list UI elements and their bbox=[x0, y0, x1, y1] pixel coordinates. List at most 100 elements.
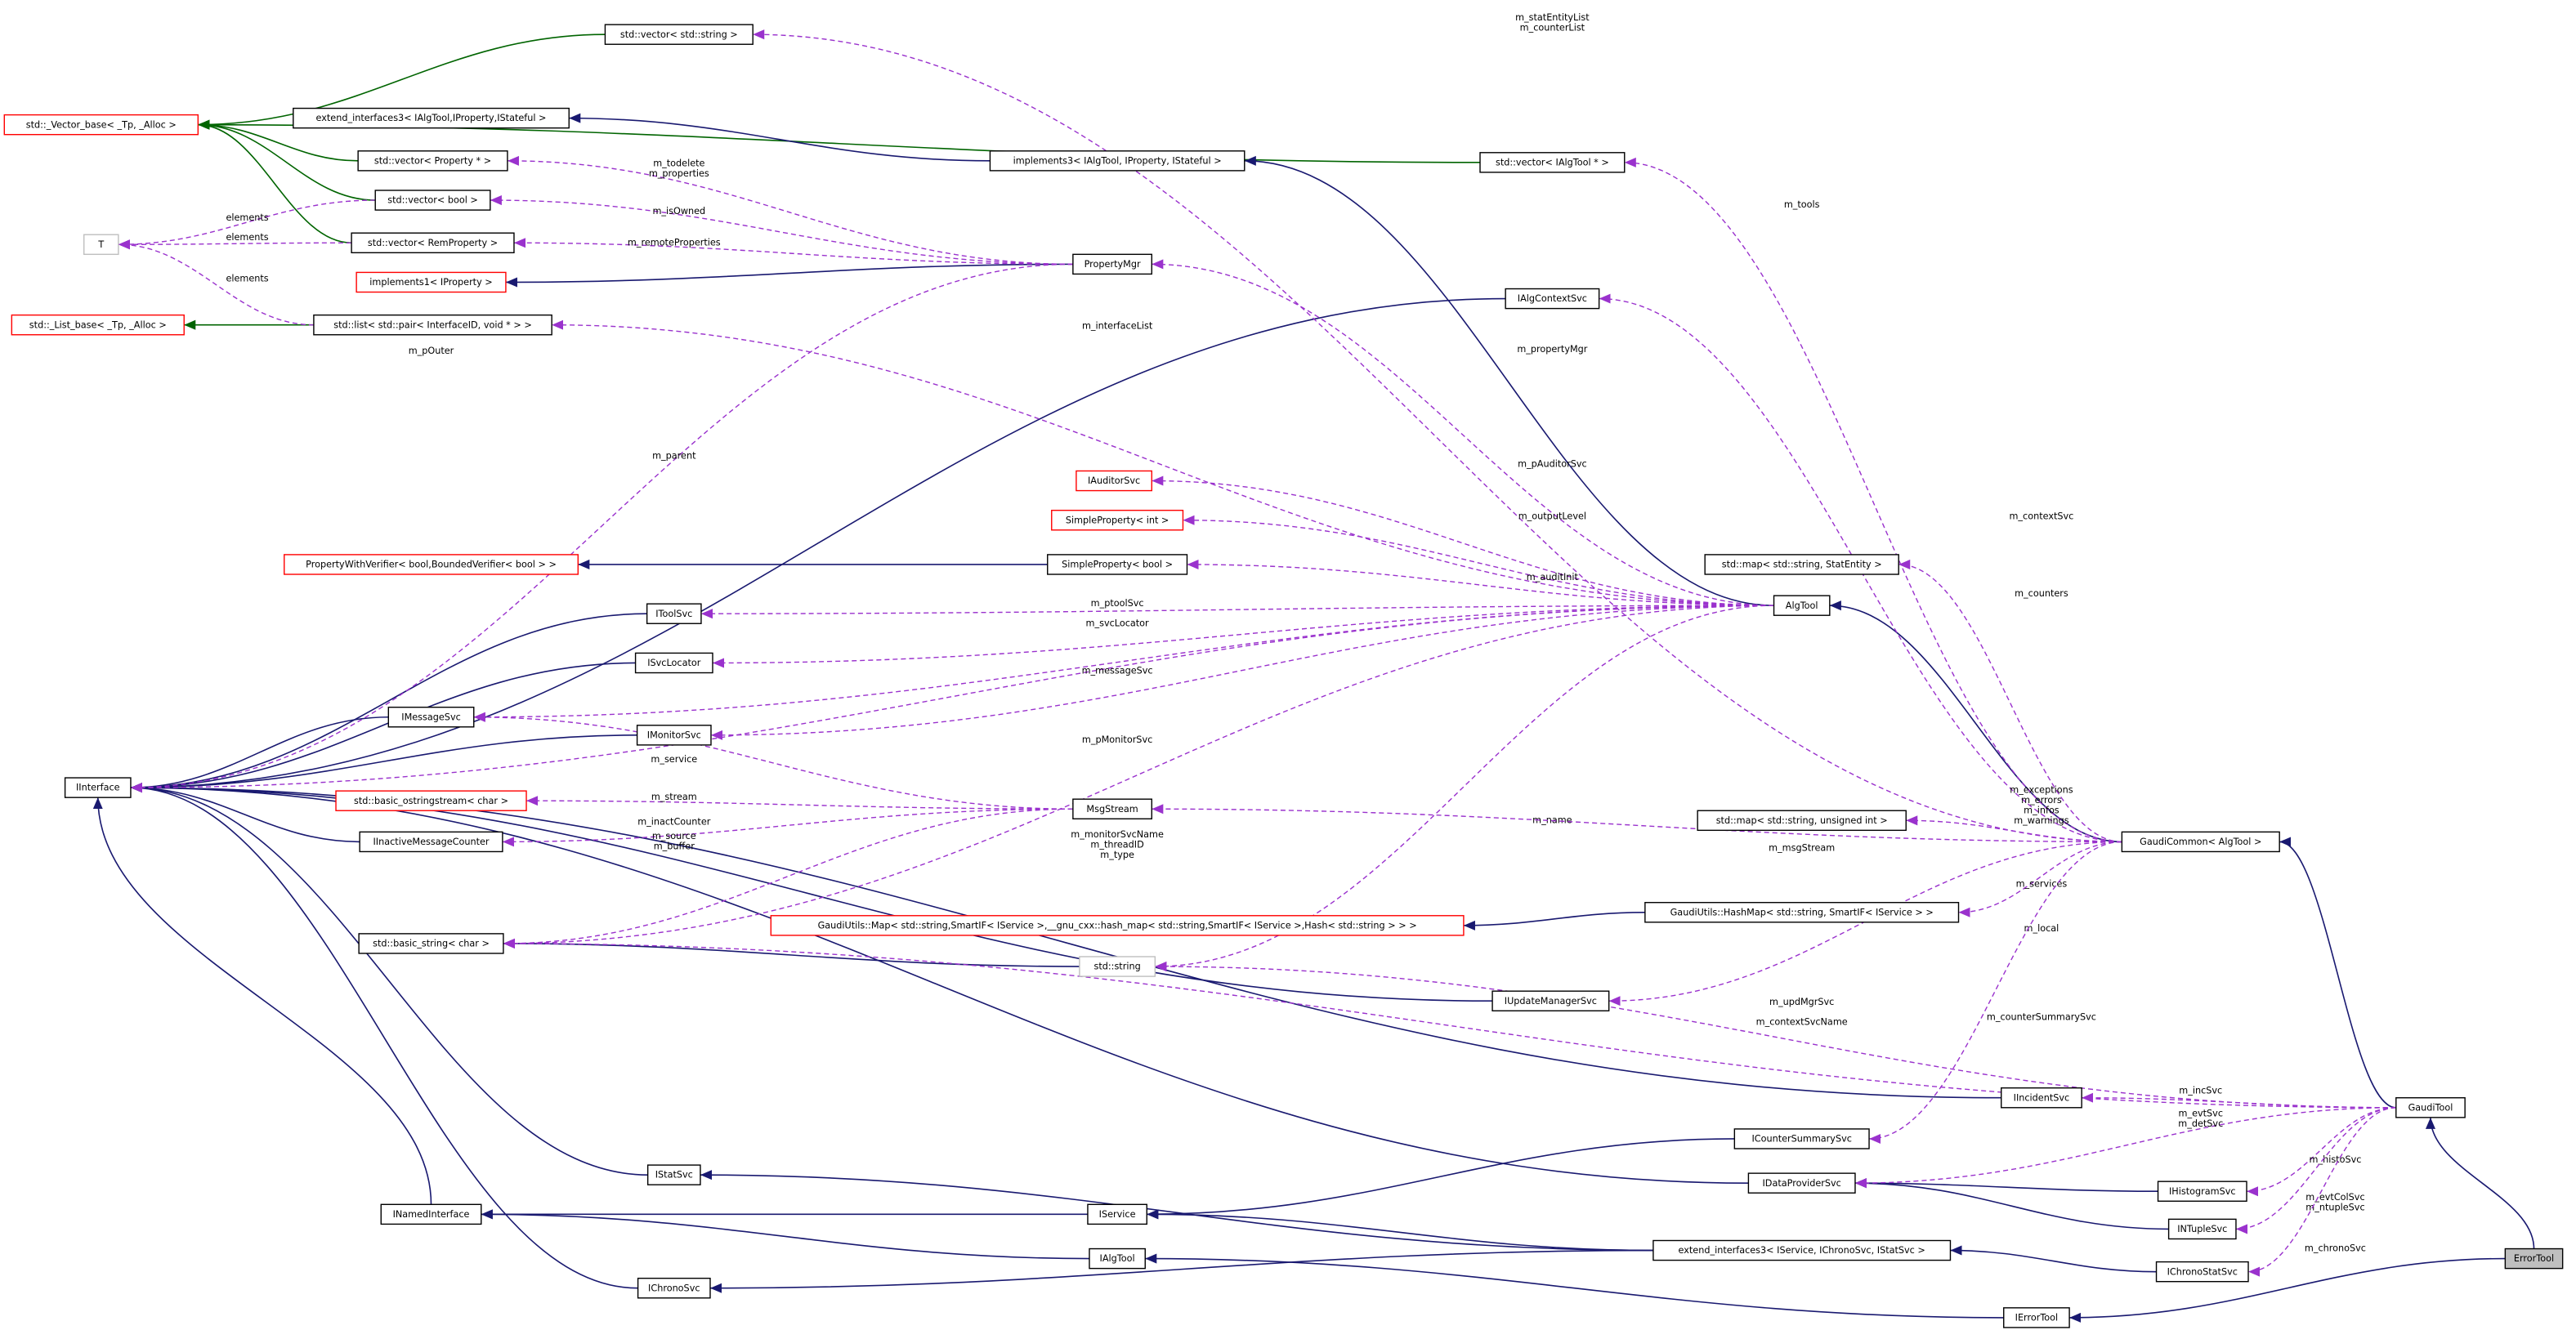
inheritance-edge bbox=[1829, 600, 2122, 843]
class-box bbox=[1089, 1248, 1146, 1270]
member-edge bbox=[502, 808, 1073, 847]
inheritance-edge bbox=[198, 119, 376, 201]
class-box bbox=[1047, 554, 1188, 575]
edge-label: m_ptoolSvc bbox=[1091, 598, 1144, 609]
class-box bbox=[1733, 1128, 1870, 1149]
class-label: std::map< std::string, StatEntity > bbox=[1722, 560, 1882, 570]
class-box bbox=[1087, 1203, 1147, 1225]
class-box bbox=[2157, 1181, 2247, 1202]
class-box bbox=[636, 725, 712, 746]
edge-label: m_exceptions bbox=[2010, 785, 2073, 796]
inheritance-edge bbox=[1950, 1245, 2157, 1273]
member-edge bbox=[700, 605, 1774, 619]
class-label: IInactiveMessageCounter bbox=[373, 837, 490, 847]
class-box bbox=[989, 150, 1246, 172]
class-label: implements3< IAlgTool, IProperty, IState… bbox=[1013, 155, 1222, 166]
class-box bbox=[646, 1164, 701, 1185]
member-edge bbox=[710, 605, 1774, 740]
edge-label: elements bbox=[226, 212, 268, 223]
class-label: T bbox=[97, 239, 104, 250]
inheritance-edge bbox=[709, 1249, 1653, 1293]
edge-label: m_counters bbox=[2015, 588, 2068, 599]
edge-label: m_name bbox=[1532, 815, 1572, 825]
edge-label: m_interfaceList bbox=[1082, 321, 1153, 332]
class-box bbox=[2504, 1248, 2564, 1270]
inheritance-edge bbox=[92, 797, 432, 1205]
inheritance-edge bbox=[1463, 911, 1645, 931]
class-box bbox=[293, 107, 570, 129]
edge-label: m_incSvc bbox=[2179, 1086, 2222, 1096]
class-label: IChronoStatSvc bbox=[2167, 1266, 2238, 1277]
class-label: MsgStream bbox=[1086, 804, 1138, 815]
class-label: INamedInterface bbox=[393, 1209, 470, 1220]
member-edge bbox=[513, 238, 1073, 266]
class-label: GaudiUtils::Map< std::string,SmartIF< IS… bbox=[818, 920, 1417, 931]
member-edge bbox=[1155, 962, 2396, 1109]
class-box bbox=[2155, 1261, 2249, 1283]
member-edge bbox=[1183, 515, 1774, 606]
member-edge bbox=[1898, 559, 2122, 843]
inheritance-edge bbox=[130, 783, 638, 1289]
class-label: ICounterSummarySvc bbox=[1751, 1134, 1851, 1145]
class-label: std::vector< RemProperty > bbox=[368, 238, 498, 248]
member-edge bbox=[490, 195, 1073, 266]
class-box bbox=[1747, 1172, 1856, 1194]
class-label: GaudiCommon< AlgTool > bbox=[2140, 837, 2261, 847]
inheritance-edge bbox=[130, 716, 389, 793]
inheritance-edge bbox=[2069, 1257, 2506, 1323]
class-box bbox=[2395, 1097, 2466, 1118]
edge-label: m_stream bbox=[651, 792, 697, 802]
edge-label: m_statEntityList bbox=[1515, 12, 1590, 23]
class-box bbox=[1079, 956, 1156, 977]
inheritance-edge bbox=[2279, 837, 2396, 1109]
member-edge bbox=[1958, 841, 2122, 917]
class-box bbox=[356, 271, 507, 293]
class-box bbox=[1644, 902, 1960, 923]
edge-label: m_warnings bbox=[2014, 815, 2069, 826]
member-edge bbox=[130, 263, 1073, 793]
inheritance-edge bbox=[198, 33, 606, 130]
class-box bbox=[634, 652, 713, 674]
inheritance-edge bbox=[1147, 1138, 1735, 1220]
class-label: std::vector< std::string > bbox=[620, 29, 738, 40]
edge-label: m_contextSvcName bbox=[1756, 1016, 1848, 1027]
inheritance-edge bbox=[1854, 1178, 2169, 1230]
class-box bbox=[604, 24, 754, 45]
inheritance-edge bbox=[503, 938, 1080, 967]
member-edge bbox=[473, 605, 1774, 722]
class-box bbox=[2001, 1087, 2082, 1109]
member-edge bbox=[118, 199, 376, 250]
class-box bbox=[1479, 152, 1626, 173]
edge-label: m_detSvc bbox=[2178, 1118, 2223, 1129]
edge-label: m_inactCounter bbox=[637, 816, 711, 827]
class-box bbox=[1491, 990, 1610, 1011]
edge-label: m_messageSvc bbox=[1082, 666, 1153, 676]
class-box bbox=[313, 314, 552, 336]
edge-label: m_remoteProperties bbox=[628, 237, 721, 248]
class-box bbox=[380, 1203, 482, 1225]
class-label: IService bbox=[1099, 1209, 1136, 1220]
class-label: std::vector< bool > bbox=[387, 195, 478, 206]
member-edge bbox=[1187, 559, 1774, 606]
nodes: std::vector< std::string >std::_Vector_b… bbox=[3, 24, 2564, 1328]
inheritance-edge bbox=[569, 113, 991, 162]
class-box bbox=[351, 232, 515, 254]
edge-label: elements bbox=[226, 232, 268, 243]
class-label: SimpleProperty< bool > bbox=[1062, 560, 1173, 570]
member-edge bbox=[2082, 1092, 2396, 1109]
edge-label: m_contextSvc bbox=[2010, 511, 2074, 522]
class-label: AlgTool bbox=[1786, 600, 1818, 611]
class-box bbox=[1773, 595, 1831, 616]
inheritance-edge bbox=[1147, 1209, 1653, 1252]
edge-label: m_type bbox=[1100, 850, 1134, 860]
class-label: IChronoSvc bbox=[648, 1283, 700, 1293]
inheritance-edge bbox=[1854, 1178, 2158, 1193]
member-edge bbox=[507, 155, 1073, 266]
inheritance-edge bbox=[130, 662, 636, 793]
member-edge bbox=[503, 938, 2396, 1109]
class-label: IStatSvc bbox=[655, 1170, 693, 1181]
class-box bbox=[1704, 554, 1899, 575]
class-label: implements1< IProperty > bbox=[369, 277, 492, 288]
class-box bbox=[3, 114, 199, 136]
